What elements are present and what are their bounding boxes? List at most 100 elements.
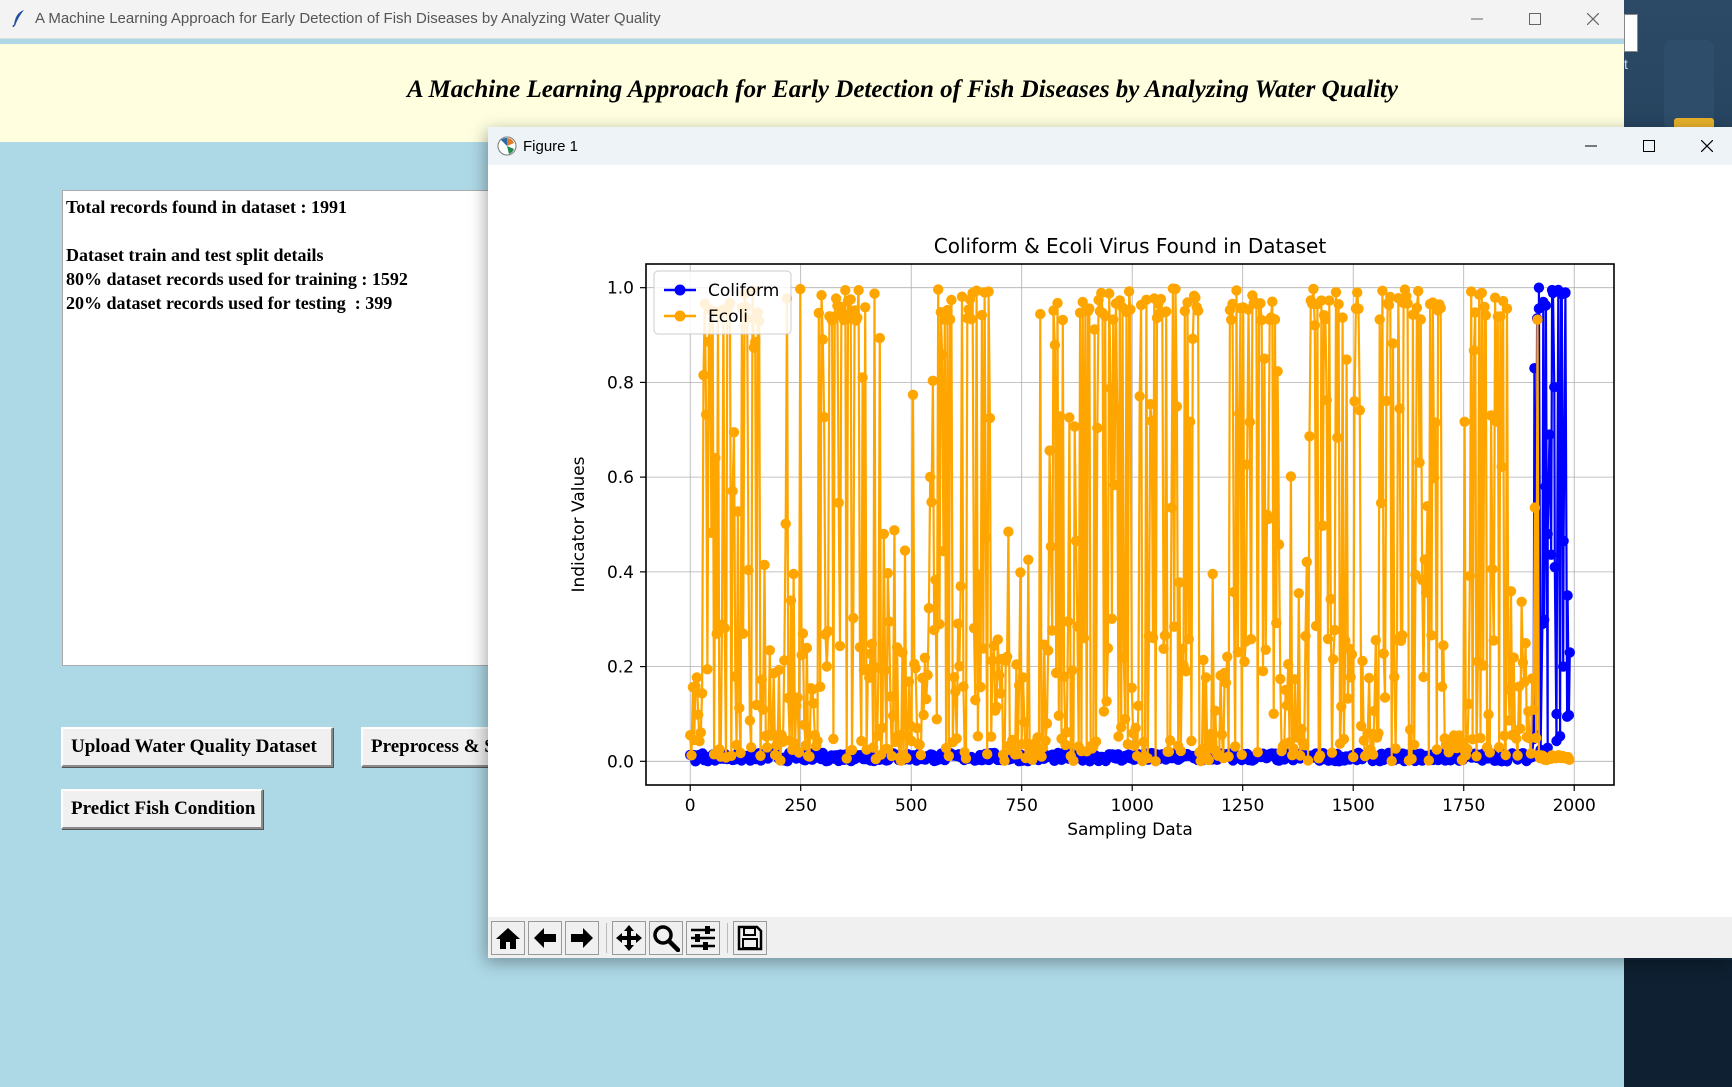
data-point — [1047, 625, 1058, 636]
data-point — [702, 664, 713, 675]
data-point — [845, 294, 856, 305]
data-point — [1356, 720, 1367, 732]
close-button[interactable] — [1573, 6, 1613, 32]
maximize-button[interactable] — [1515, 6, 1555, 32]
data-point — [1504, 715, 1515, 726]
data-point — [1228, 586, 1240, 598]
data-point — [1019, 717, 1030, 728]
data-point — [1564, 754, 1575, 765]
data-point — [886, 750, 897, 762]
chart-canvas[interactable]: 0 250 500 750 1000 1250 1500 1750 2000 0.0 0.2 0.4 0… — [488, 165, 1732, 917]
data-point — [978, 643, 989, 654]
data-point — [1064, 412, 1075, 423]
data-point — [710, 452, 721, 464]
save-icon — [737, 925, 763, 951]
data-point — [1142, 753, 1153, 764]
data-point — [731, 739, 742, 751]
data-point — [954, 661, 965, 672]
data-point — [1219, 667, 1230, 679]
minimize-button[interactable] — [1457, 6, 1497, 32]
data-point — [853, 285, 864, 296]
figure-minimize-button[interactable] — [1571, 133, 1611, 159]
data-point — [1478, 660, 1489, 671]
data-point — [693, 709, 704, 720]
data-point — [1544, 429, 1555, 440]
data-point — [706, 527, 717, 538]
data-point — [963, 304, 974, 315]
data-point — [1491, 416, 1502, 427]
data-point — [1314, 750, 1326, 761]
data-point — [1017, 672, 1029, 683]
data-point — [991, 701, 1002, 713]
data-point — [719, 623, 730, 634]
data-point — [910, 662, 921, 674]
home-button[interactable] — [491, 921, 525, 955]
data-point — [1508, 652, 1519, 663]
data-point — [793, 747, 805, 758]
data-point — [846, 744, 858, 756]
data-point — [865, 648, 876, 659]
data-point — [1345, 672, 1356, 683]
data-point — [1346, 649, 1358, 660]
back-button[interactable] — [528, 921, 562, 955]
data-point — [735, 747, 746, 759]
data-point — [1289, 674, 1301, 685]
configure-subplots-button[interactable] — [686, 921, 720, 955]
data-point — [955, 581, 966, 592]
data-point — [1015, 567, 1026, 578]
data-point — [1374, 314, 1385, 325]
data-point — [1476, 287, 1487, 299]
data-point — [1161, 306, 1172, 317]
data-point — [1324, 295, 1335, 306]
data-point — [1489, 292, 1501, 303]
data-point — [1417, 574, 1428, 586]
data-point — [1480, 310, 1491, 321]
predict-fish-condition-button[interactable]: Predict Fish Condition — [61, 789, 263, 829]
data-point — [980, 532, 992, 543]
data-point — [1227, 298, 1238, 310]
data-point — [1089, 324, 1100, 335]
titlebar-accent — [0, 39, 1624, 44]
data-point — [926, 496, 937, 508]
figure-toolbar — [488, 917, 1732, 958]
data-point — [1146, 415, 1157, 427]
data-point — [921, 693, 932, 705]
data-point — [1281, 700, 1293, 711]
figure-maximize-button[interactable] — [1629, 133, 1669, 159]
upload-dataset-button[interactable]: Upload Water Quality Dataset — [61, 727, 333, 767]
data-point — [1269, 314, 1281, 325]
data-point — [1285, 471, 1297, 482]
data-point — [779, 655, 790, 666]
data-point — [958, 681, 969, 692]
data-point — [775, 755, 786, 766]
data-point — [829, 311, 840, 322]
data-point — [1092, 422, 1103, 434]
minimize-icon — [1585, 145, 1597, 147]
figure-close-button[interactable] — [1687, 133, 1727, 159]
main-titlebar: A Machine Learning Approach for Early De… — [0, 0, 1624, 39]
data-point — [822, 626, 834, 637]
data-point — [968, 623, 980, 634]
zoom-button[interactable] — [649, 921, 683, 955]
pan-button[interactable] — [612, 921, 646, 955]
data-point — [1496, 461, 1507, 472]
data-point — [1150, 756, 1161, 767]
data-point — [1389, 671, 1400, 683]
data-point — [1200, 672, 1212, 683]
forward-button[interactable] — [565, 921, 599, 955]
data-point — [757, 704, 769, 715]
data-point — [1036, 751, 1047, 762]
data-point — [1423, 755, 1434, 766]
save-button[interactable] — [733, 921, 767, 955]
data-point — [1531, 732, 1542, 744]
data-point — [1336, 701, 1347, 712]
output-text-area[interactable]: Total records found in dataset : 1991 Da… — [62, 190, 502, 666]
data-point — [1013, 680, 1025, 691]
legend-box — [653, 270, 792, 335]
data-point — [883, 616, 895, 627]
data-point — [785, 595, 797, 606]
data-point — [879, 665, 891, 676]
x-axis-label: Sampling Data — [1067, 820, 1193, 840]
data-point — [1325, 593, 1336, 605]
data-point — [1383, 299, 1395, 311]
